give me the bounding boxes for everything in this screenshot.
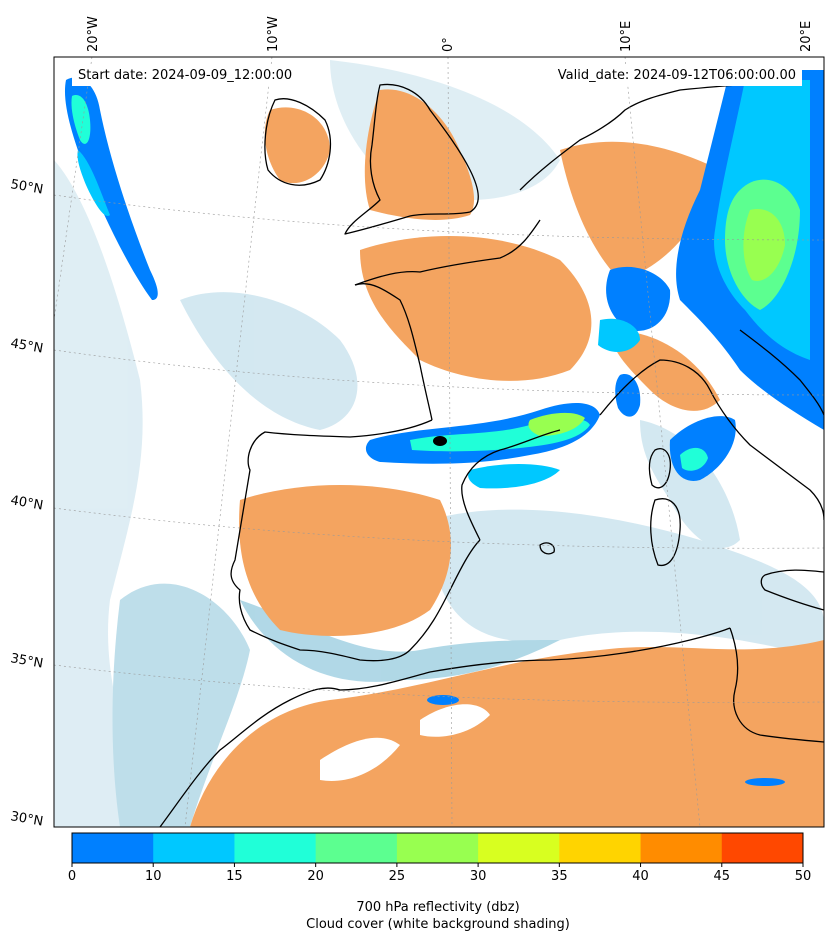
colorbar-bin-8 — [721, 833, 804, 863]
ireland-dry — [264, 107, 330, 184]
coast-spain-east — [461, 429, 561, 541]
colorbar-bin-4 — [396, 833, 479, 863]
lon-tick-20w: 20°W — [86, 16, 101, 52]
colorbar-label-reflectivity: 700 hPa reflectivity (dbz) — [356, 900, 520, 915]
coast-britain — [344, 83, 479, 235]
parallel-35 — [54, 664, 824, 703]
parallel-50 — [54, 194, 824, 241]
britain-dry — [364, 89, 475, 220]
refl-corsica-cell-2 — [680, 447, 708, 471]
white-patch-2 — [420, 704, 490, 737]
colorbar-bin-2 — [234, 833, 317, 863]
valid-date-label: Valid_date: 2024-09-12T06:00:00.00 — [551, 66, 802, 86]
colorbar-bin-7 — [640, 833, 723, 863]
graticule — [54, 57, 824, 827]
coast-ireland — [264, 98, 332, 186]
colorbar-tick-label: 25 — [388, 869, 406, 884]
colorbar-tick-label: 10 — [144, 869, 162, 884]
cloud-med — [430, 509, 824, 660]
cloud-atlantic-south — [112, 583, 250, 827]
colorbar-tick-label: 20 — [307, 869, 324, 884]
lat-tick-35n: 35°N — [9, 651, 44, 671]
coast-tunisia — [729, 627, 824, 743]
coast-adriatic — [739, 329, 824, 416]
colorbar-bin-0 — [72, 833, 154, 863]
colorbar-caption: 700 hPa reflectivity (dbz) Cloud cover (… — [0, 899, 832, 933]
cloud-atlantic-west — [54, 160, 160, 827]
lat-tick-50n: 50°N — [9, 177, 44, 197]
italy-dry — [610, 330, 720, 411]
cloud-biscay — [180, 292, 358, 430]
map-frame — [53, 56, 825, 828]
north-africa-dry — [190, 640, 824, 827]
colorbar-tick-label: 45 — [713, 869, 731, 884]
lon-tick-0: 0° — [441, 37, 456, 52]
colorbar-tick-label: 0 — [67, 869, 77, 884]
meridian-0 — [447, 57, 453, 827]
refl-africa-cell — [745, 778, 785, 786]
white-patch-1 — [320, 737, 400, 781]
colorbar-label-cloud: Cloud cover (white background shading) — [306, 917, 570, 932]
map-area — [54, 57, 824, 827]
coastlines — [159, 83, 824, 827]
refl-med-line-south — [468, 464, 560, 489]
coast-continent-north — [519, 84, 741, 191]
refl-morocco-cell — [427, 695, 459, 705]
parallel-45 — [54, 349, 824, 396]
refl-central-europe-4 — [743, 209, 785, 281]
lat-tick-45n: 45°N — [9, 336, 44, 356]
start-date-label: Start date: 2024-09-09_12:00:00 — [72, 66, 299, 86]
iberia-dry — [239, 485, 451, 636]
central-europe-dry — [560, 141, 720, 280]
colorbar-bin-3 — [315, 833, 398, 863]
reflectivity-layer — [64, 70, 824, 786]
colorbar-tick-label: 50 — [794, 869, 812, 884]
station-marker — [433, 436, 447, 446]
refl-atlantic-mid — [77, 150, 110, 216]
coast-brittany — [354, 219, 541, 286]
colorbar-tick-label: 30 — [469, 869, 487, 884]
colorbar-bin-6 — [559, 833, 642, 863]
meridian-10e — [624, 57, 701, 827]
clear-land-layer — [190, 89, 824, 827]
cloud-white-patches — [320, 704, 490, 781]
refl-sardinia-cell — [615, 374, 641, 417]
refl-atlantic-core — [71, 95, 91, 144]
cloud-strait — [240, 600, 560, 682]
cloud-tyrrhenian — [640, 420, 740, 548]
colorbar-tick-label: 40 — [632, 869, 649, 884]
lat-tick-40n: 40°N — [9, 493, 44, 513]
lat-tick-labels: 50°N 45°N 40°N 35°N 30°N — [9, 177, 44, 829]
refl-med-line-3 — [528, 412, 585, 436]
lon-tick-10e: 10°E — [619, 21, 634, 52]
parallel-40 — [54, 507, 824, 549]
colorbar-tick-label: 35 — [551, 869, 568, 884]
colorbar-bin-5 — [478, 833, 560, 863]
meridian-10w — [184, 57, 273, 827]
colorbar-bin-1 — [153, 833, 235, 863]
coast-north-africa — [159, 627, 731, 827]
refl-alps-cell-2 — [598, 318, 640, 352]
lat-tick-30n: 30°N — [9, 809, 44, 829]
lon-tick-10w: 10°W — [266, 16, 281, 52]
coast-sardinia — [650, 498, 681, 567]
coast-france-west — [354, 283, 433, 421]
meridian-20w — [54, 57, 93, 321]
lon-tick-20e: 20°E — [799, 21, 814, 52]
colorbar-frame — [71, 832, 804, 864]
lon-tick-labels: 20°W 10°W 0° 10°E 20°E — [86, 16, 814, 52]
coast-sicily — [760, 569, 824, 611]
refl-alps-cell — [606, 266, 671, 331]
colorbar-tick-label: 15 — [226, 869, 243, 884]
colorbar — [71, 832, 804, 867]
coast-corsica — [648, 448, 671, 489]
cloud-cover-layer — [54, 60, 824, 827]
coast-majorca — [539, 542, 555, 555]
coast-iberia — [230, 419, 481, 662]
coast-italy — [599, 359, 824, 521]
